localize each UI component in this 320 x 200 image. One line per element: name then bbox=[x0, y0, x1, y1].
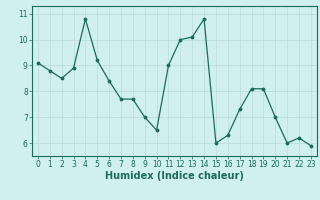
X-axis label: Humidex (Indice chaleur): Humidex (Indice chaleur) bbox=[105, 171, 244, 181]
